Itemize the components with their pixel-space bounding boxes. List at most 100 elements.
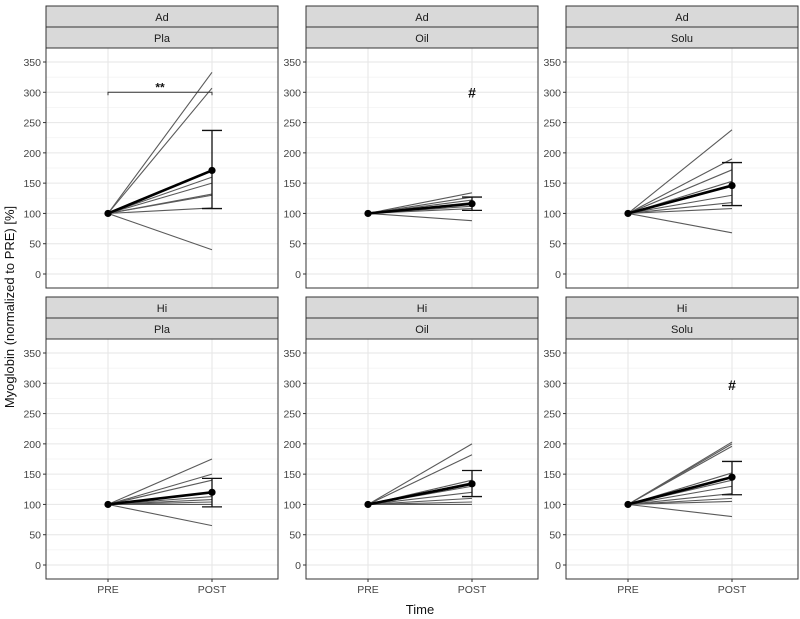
y-axis-label: Myoglobin (normalized to PRE) [%]	[2, 206, 17, 408]
individual-line	[367, 192, 473, 214]
y-tick-label: 250	[23, 409, 41, 421]
mean-point-post	[208, 166, 216, 175]
y-tick-label: 50	[289, 239, 301, 251]
panel-border	[45, 338, 279, 580]
mean-line	[107, 491, 213, 506]
y-tick-label: 150	[23, 178, 41, 190]
y-tick-label: 100	[543, 499, 561, 511]
y-tick-label: 350	[23, 57, 41, 69]
individual-line	[107, 207, 213, 214]
individual-line	[627, 158, 733, 214]
y-tick-label: 200	[543, 148, 561, 160]
panel-ad-pla: Ad Pla 0 50 100 150 200 250 300 350 **	[23, 5, 279, 289]
y-tick-label: 300	[283, 378, 301, 390]
y-tick-label: 300	[23, 87, 41, 99]
individual-line	[627, 503, 733, 518]
y-tick-label: 0	[35, 269, 41, 281]
y-tick-label: 50	[29, 530, 41, 542]
strip-bottom-label: Solu	[671, 324, 693, 336]
significance-bracket	[107, 91, 213, 96]
mean-line	[627, 184, 733, 215]
mean-point-pre	[624, 500, 632, 509]
individual-line	[627, 445, 733, 505]
mean-line	[367, 202, 473, 215]
panel-ad-oil: Ad Oil 0 50 100 150 200 250 300 350 #	[283, 5, 539, 289]
mean-point-post	[728, 181, 736, 190]
panel-border	[45, 47, 279, 289]
strip-top-label: Ad	[415, 12, 428, 24]
mean-line	[367, 482, 473, 506]
individual-line	[627, 492, 733, 505]
x-tick-label: POST	[198, 584, 227, 596]
y-tick-label: 200	[543, 439, 561, 451]
strip-top-label: Ad	[155, 12, 168, 24]
individual-line	[367, 491, 473, 505]
mean-point-pre	[104, 500, 112, 509]
significance-label: #	[468, 84, 476, 100]
individual-line	[107, 182, 213, 214]
individual-line	[627, 208, 733, 214]
mean-point-post	[728, 473, 736, 481]
mean-point-post	[208, 488, 216, 496]
y-tick-label: 100	[283, 499, 301, 511]
panel-ad-solu: Ad Solu 0 50 100 150 200 250 300 350	[543, 5, 799, 289]
strip-bottom-label: Pla	[154, 33, 171, 45]
y-tick-label: 350	[283, 57, 301, 69]
y-tick-label: 250	[283, 118, 301, 130]
x-tick-label: PRE	[97, 584, 119, 596]
individual-line	[627, 485, 733, 505]
mean-line	[627, 475, 733, 506]
x-tick-label: POST	[458, 584, 487, 596]
individual-line	[107, 473, 213, 505]
x-tick-label: POST	[718, 584, 747, 596]
strip-bottom-label: Pla	[154, 324, 171, 336]
y-tick-label: 300	[283, 87, 301, 99]
individual-line	[627, 129, 733, 214]
individual-line	[107, 503, 213, 527]
y-tick-label: 0	[555, 560, 561, 572]
y-tick-label: 50	[549, 239, 561, 251]
mean-point-pre	[364, 500, 372, 509]
y-tick-label: 300	[23, 378, 41, 390]
panel-hi-oil: Hi Oil 0 50 100 150 200 250 300 350 PRE POST	[283, 296, 539, 596]
individual-line	[627, 201, 733, 214]
strip-top-label: Hi	[157, 303, 167, 315]
y-tick-label: 350	[543, 348, 561, 360]
y-tick-label: 150	[283, 469, 301, 481]
y-tick-label: 100	[283, 208, 301, 220]
y-tick-label: 150	[543, 469, 561, 481]
x-axis-label: Time	[406, 602, 434, 617]
y-tick-label: 250	[543, 118, 561, 130]
y-tick-label: 350	[23, 348, 41, 360]
y-tick-label: 100	[543, 208, 561, 220]
individual-line	[107, 458, 213, 505]
y-tick-label: 250	[283, 409, 301, 421]
panel-hi-solu: Hi Solu 0 50 100 150 200 250 300 350 PRE POST #	[543, 296, 799, 596]
y-tick-label: 250	[543, 409, 561, 421]
y-tick-label: 150	[543, 178, 561, 190]
individual-line	[107, 212, 213, 251]
y-tick-label: 100	[23, 499, 41, 511]
y-tick-label: 300	[543, 87, 561, 99]
y-tick-label: 250	[23, 118, 41, 130]
individual-line	[367, 212, 473, 222]
strip-top-label: Ad	[675, 12, 688, 24]
strip-top-label: Hi	[677, 303, 687, 315]
individual-line	[107, 71, 213, 214]
mean-point-post	[468, 200, 476, 208]
x-tick-label: PRE	[357, 584, 379, 596]
x-tick-label: PRE	[617, 584, 639, 596]
mean-point-pre	[624, 209, 632, 218]
mean-point-post	[468, 480, 476, 488]
y-tick-label: 150	[23, 469, 41, 481]
y-tick-label: 0	[295, 269, 301, 281]
individual-line	[107, 194, 213, 214]
individual-line	[627, 169, 733, 214]
individual-line	[107, 87, 213, 214]
strip-bottom-label: Solu	[671, 33, 693, 45]
panel-border	[565, 338, 799, 580]
significance-label: #	[728, 377, 736, 393]
strip-bottom-label: Oil	[415, 324, 428, 336]
y-tick-label: 350	[543, 57, 561, 69]
y-tick-label: 200	[23, 439, 41, 451]
